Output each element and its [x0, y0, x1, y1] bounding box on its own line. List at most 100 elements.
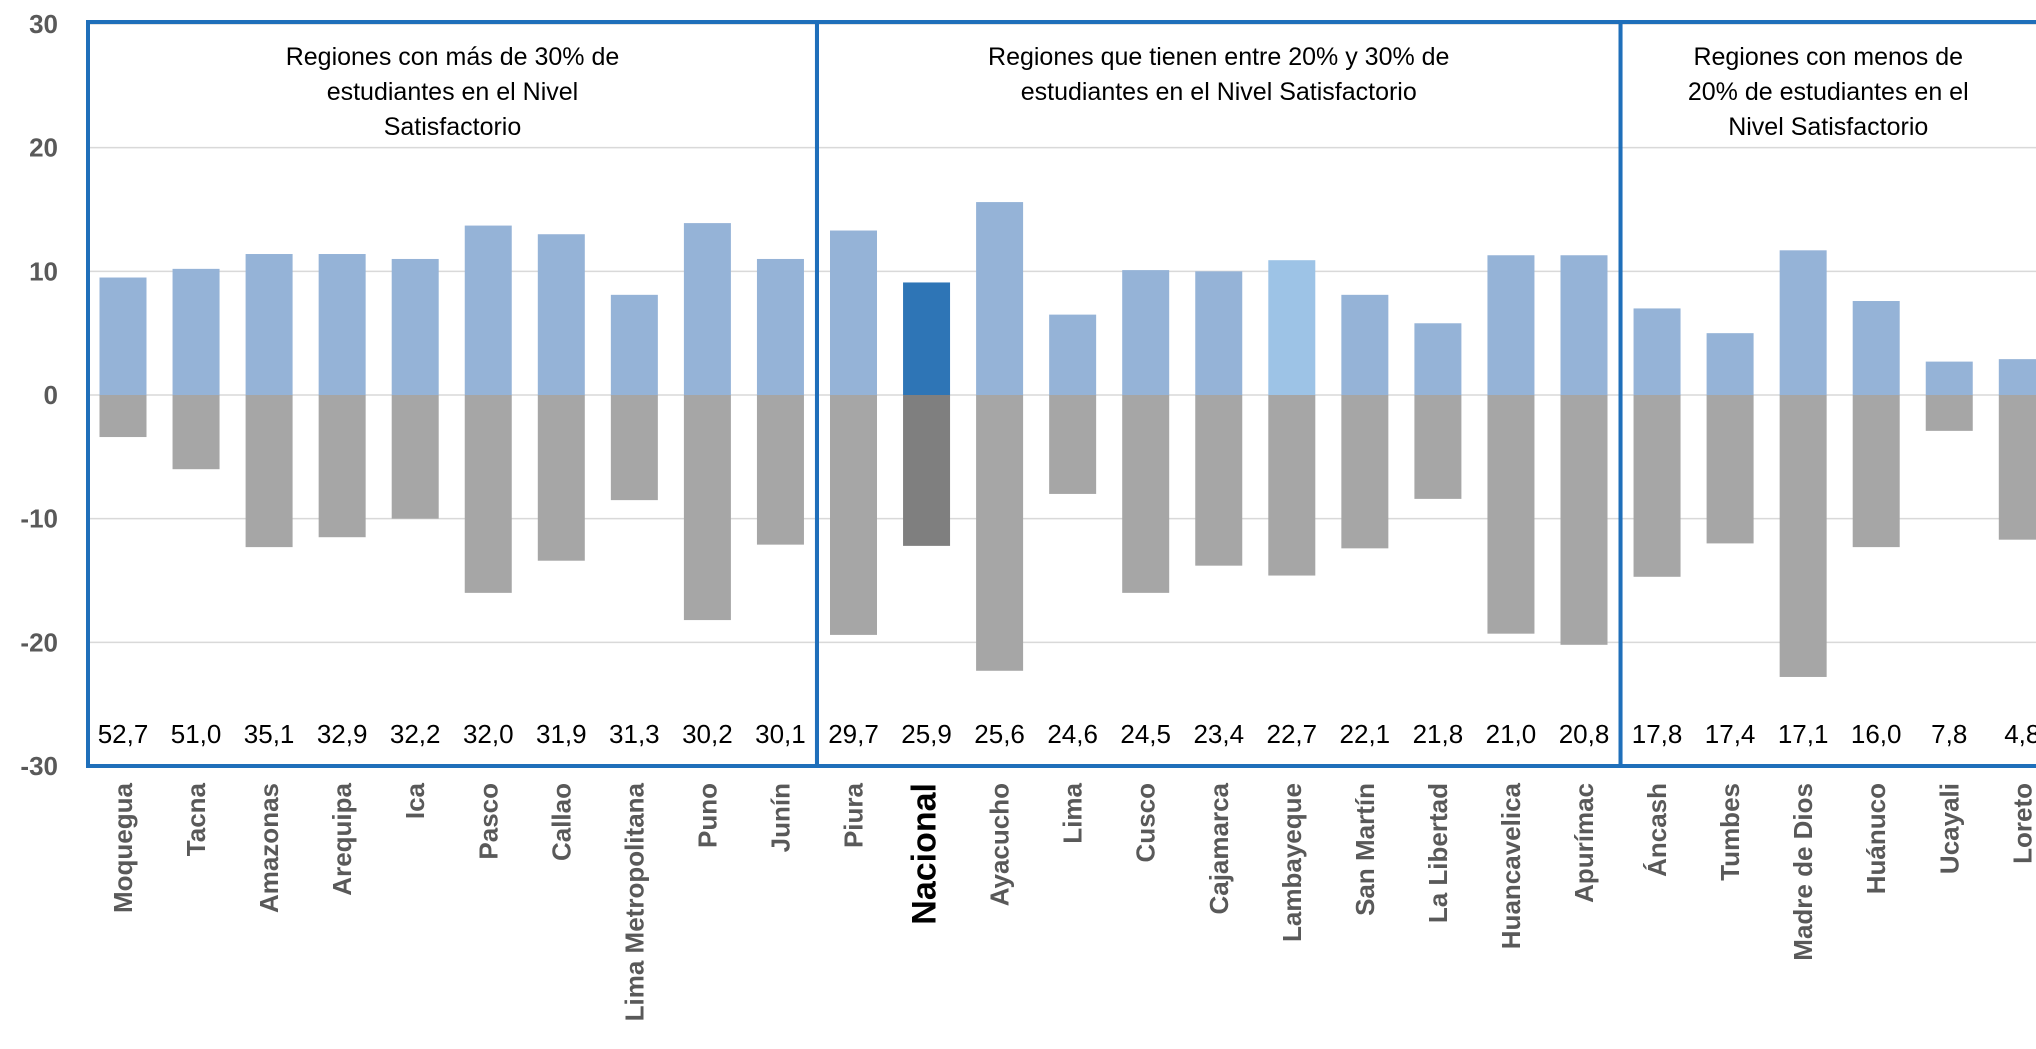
data-label: 22,1: [1340, 719, 1391, 749]
bar-positive: [1998, 359, 2036, 395]
bar-negative: [1487, 395, 1535, 634]
category-label: Huancavelica: [1496, 782, 1526, 949]
y-tick-label: 30: [29, 9, 58, 39]
bar-negative: [99, 395, 147, 438]
data-label: 17,8: [1632, 719, 1683, 749]
bar-negative: [1122, 395, 1170, 593]
bar-positive: [903, 282, 951, 395]
category-label: Ucayali: [1934, 783, 1964, 874]
bar-positive: [1925, 361, 1973, 395]
data-label: 16,0: [1851, 719, 1902, 749]
value-labels: 52,7 51,0 35,1 32,9 32,2 32,0 31,9 31,3 30,2 30,1…: [98, 719, 2036, 749]
data-label: 32,0: [463, 719, 514, 749]
category-label: Puno: [692, 783, 722, 848]
bar-positive: [1706, 333, 1754, 395]
category-label: Huánuco: [1861, 783, 1891, 894]
category-label: Cajamarca: [1204, 782, 1234, 914]
bar-positive: [99, 277, 147, 395]
bar-negative: [464, 395, 512, 593]
category-label: Callao: [546, 783, 576, 861]
bar-positive: [756, 258, 804, 395]
category-label: Piura: [839, 782, 869, 848]
data-label: 31,9: [536, 719, 587, 749]
bar-negative: [391, 395, 439, 519]
category-label: Lambayeque: [1277, 783, 1307, 942]
bar-positive: [976, 202, 1024, 395]
bar-negative: [537, 395, 585, 561]
data-label: 20,8: [1559, 719, 1610, 749]
group-label: Regiones con menos de 20% de estudiantes…: [1687, 43, 1969, 141]
bar-negative: [1049, 395, 1097, 494]
data-label: 32,2: [390, 719, 441, 749]
bar-positive: [1487, 255, 1535, 395]
category-label: Junín: [765, 783, 795, 852]
bar-positive: [1341, 294, 1389, 395]
category-label: Cusco: [1131, 783, 1161, 862]
bar-positive: [683, 223, 731, 395]
group-boxes: [86, 20, 2036, 768]
bar-positive: [1049, 314, 1097, 395]
y-axis: 30 20 10 0 -10 -20 -30: [20, 9, 58, 781]
category-label: Lima Metropolitana: [619, 782, 649, 1021]
category-label: San Martín: [1350, 783, 1380, 916]
bar-positive: [610, 294, 658, 395]
bar-positive: [464, 225, 512, 395]
bar-negative: [1414, 395, 1462, 499]
data-label: 35,1: [244, 719, 295, 749]
data-label: 21,0: [1486, 719, 1537, 749]
bar-positive: [1414, 323, 1462, 395]
bar-positive: [1779, 250, 1827, 395]
category-label: Tacna: [181, 782, 211, 856]
bar-positive: [1852, 301, 1900, 395]
bar-positive: [1268, 260, 1316, 395]
data-label: 17,1: [1778, 719, 1829, 749]
y-tick-label: -10: [20, 504, 58, 534]
data-label: 25,6: [974, 719, 1025, 749]
data-label: 30,2: [682, 719, 733, 749]
data-label: 4,8: [2004, 719, 2036, 749]
bar-positive: [245, 254, 293, 395]
category-label: Ica: [400, 782, 430, 819]
data-label: 24,6: [1047, 719, 1098, 749]
data-label: 30,1: [755, 719, 806, 749]
group-label: Regiones que tienen entre 20% y 30% de e…: [988, 43, 1450, 106]
y-tick-label: 20: [29, 133, 58, 163]
category-label: Moquegua: [108, 782, 138, 913]
bar-positive: [1195, 271, 1243, 395]
bar-positive: [830, 230, 877, 395]
data-label: 23,4: [1193, 719, 1244, 749]
data-label: 24,5: [1120, 719, 1171, 749]
category-label: La Libertad: [1423, 783, 1453, 923]
data-label: 52,7: [98, 719, 149, 749]
bar-negative: [245, 395, 293, 548]
bar-negative: [1195, 395, 1243, 566]
bar-negative: [1268, 395, 1316, 576]
bar-negative: [683, 395, 731, 621]
bar-positive: [537, 234, 585, 395]
data-label: 25,9: [901, 719, 952, 749]
bar-negative: [976, 395, 1024, 671]
category-label: Ayacucho: [985, 783, 1015, 906]
bar-negative: [756, 395, 804, 545]
y-tick-label: -30: [20, 751, 58, 781]
category-label: Loreto: [2007, 783, 2036, 864]
bar-negative: [830, 395, 877, 635]
bar-negative: [1852, 395, 1900, 548]
category-label: Tumbes: [1715, 783, 1745, 881]
y-tick-label: -20: [20, 627, 58, 657]
bar-negative: [903, 395, 951, 546]
bar-negative: [1560, 395, 1608, 645]
bar-positive: [318, 254, 366, 395]
category-label: Pasco: [473, 783, 503, 860]
bar-negative: [1998, 395, 2036, 540]
data-label: 17,4: [1705, 719, 1756, 749]
y-tick-label: 10: [29, 256, 58, 286]
bar-negative: [1779, 395, 1827, 677]
bar-negative: [1706, 395, 1754, 544]
bars: [99, 202, 2036, 677]
x-axis: Moquegua Tacna Amazonas Arequipa Ica Pasco Cal…: [108, 782, 2036, 1021]
data-label: 51,0: [171, 719, 222, 749]
bar-positive: [1560, 255, 1608, 395]
bar-negative: [172, 395, 220, 470]
bar-positive: [391, 258, 439, 395]
